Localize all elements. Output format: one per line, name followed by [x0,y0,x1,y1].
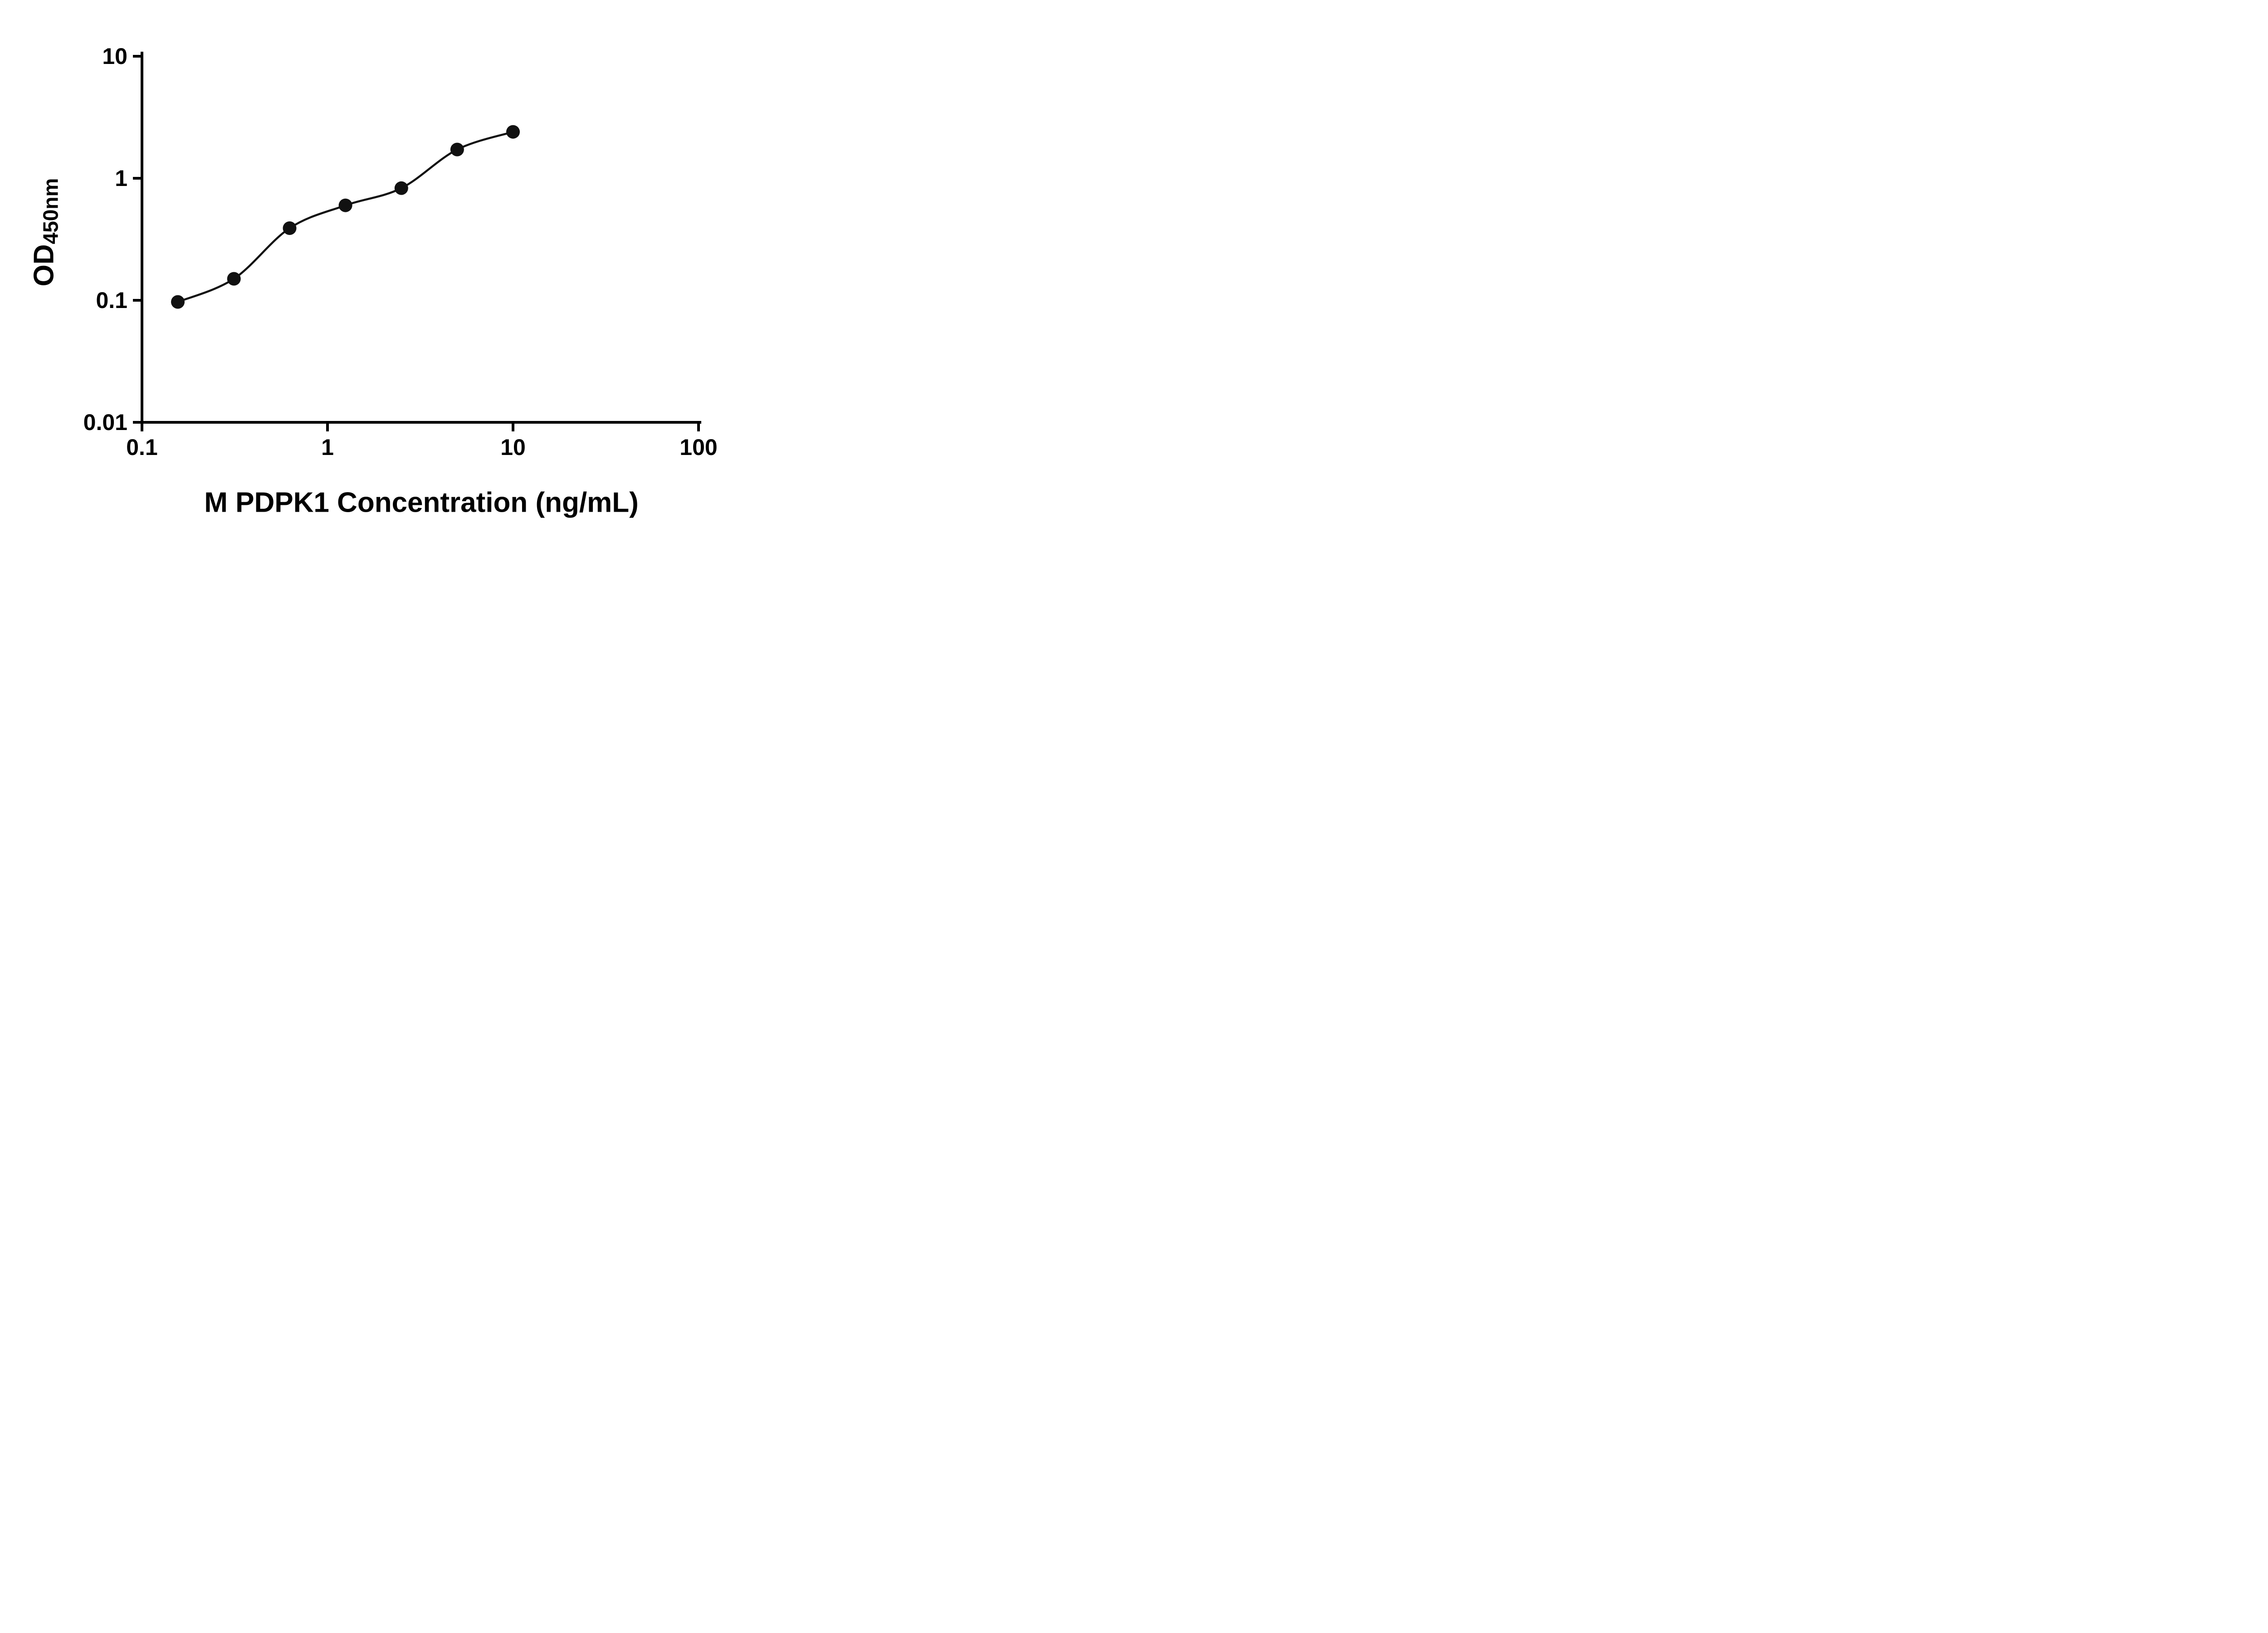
y-axis-title: OD450nm [28,178,63,287]
x-axis-tick-label: 1 [321,435,334,460]
y-axis-tick-label: 10 [102,44,127,69]
y-axis-tick-label: 0.01 [83,410,127,435]
x-axis-tick-label: 0.1 [126,435,158,460]
data-point [506,125,520,139]
y-axis-title-subscript: 450nm [39,178,63,244]
x-axis-tick-label: 100 [679,435,717,460]
y-axis-tick-label: 0.1 [96,288,127,313]
x-axis-tick-label: 10 [500,435,526,460]
axes [141,52,701,424]
elisa-standard-curve-figure: 0.1 1 10 100 0.01 0.1 1 10 M PDPK1 Concentratio… [0,0,770,544]
y-axis-tick-label: 1 [115,166,127,191]
data-point [394,181,408,195]
data-point [171,295,185,309]
x-axis-title-text: M PDPK1 Concentration (ng/mL) [204,487,639,518]
x-axis-title: M PDPK1 Concentration (ng/mL) [204,487,639,519]
data-point [227,272,241,286]
data-point [450,142,464,156]
data-point [283,221,297,235]
y-axis-title-main: OD [28,244,60,287]
data-point [338,198,352,212]
